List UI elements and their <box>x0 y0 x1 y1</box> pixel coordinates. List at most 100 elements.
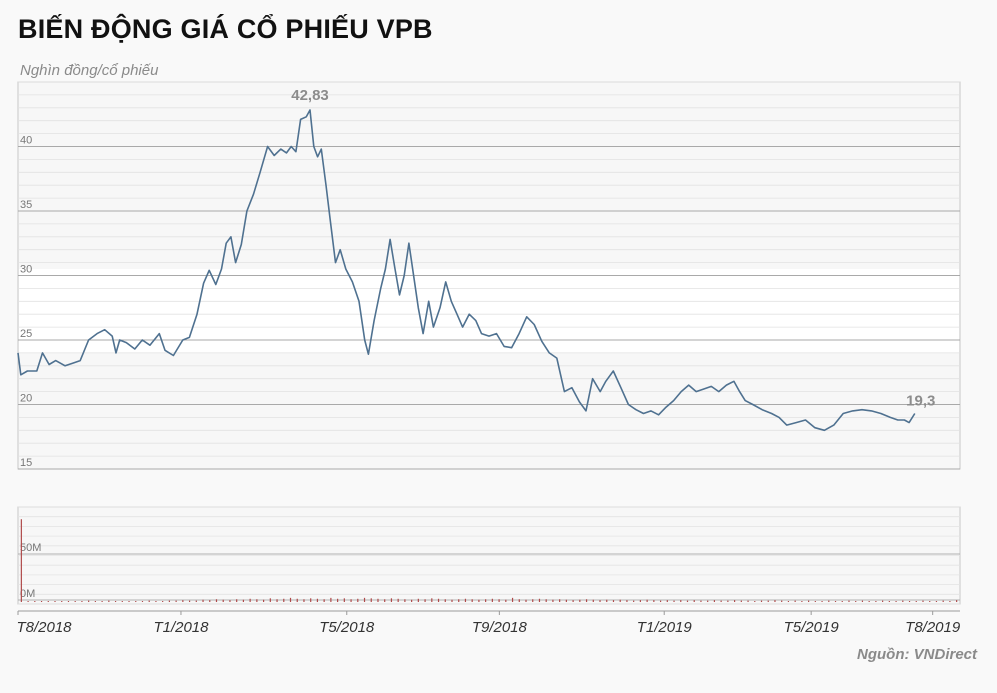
volume-bar <box>108 600 110 602</box>
volume-bar <box>148 600 150 602</box>
volume-bar <box>390 598 393 602</box>
volume-bar <box>81 601 83 602</box>
volume-bar <box>841 601 843 602</box>
volume-bar <box>565 599 567 602</box>
volume-bar <box>612 600 615 602</box>
volume-bar <box>592 599 594 602</box>
volume-bar <box>922 600 924 602</box>
volume-bar <box>114 601 117 602</box>
volume-bar <box>478 599 480 602</box>
volume-bar <box>639 600 641 602</box>
volume-bar <box>121 601 123 602</box>
volume-bar <box>935 601 938 602</box>
volume-bar <box>754 601 756 602</box>
volume-bar <box>215 599 218 602</box>
volume-bar <box>242 599 245 602</box>
x-tick-label: T8/2019 <box>905 619 961 636</box>
volume-bar <box>202 599 204 602</box>
x-tick-label: T5/2018 <box>319 619 375 636</box>
volume-bar <box>451 599 453 602</box>
volume-bar <box>525 599 527 602</box>
volume-bar <box>411 599 413 602</box>
volume-bar <box>27 601 29 602</box>
volume-bar <box>363 597 366 602</box>
volume-bar <box>626 600 628 602</box>
volume-bar <box>128 601 130 602</box>
volume-bar <box>666 600 668 602</box>
volume-bar <box>249 598 251 602</box>
volume-bar <box>20 519 22 602</box>
price-y-tick-label: 30 <box>20 264 32 276</box>
volume-bar <box>794 600 796 602</box>
volume-bar <box>653 600 655 602</box>
volume-bar <box>431 598 433 602</box>
volume-bar <box>283 598 285 602</box>
volume-bar <box>956 600 958 602</box>
volume-bar <box>195 600 197 602</box>
volume-bar <box>384 599 386 602</box>
volume-bar <box>559 599 561 602</box>
volume-bar <box>700 600 702 602</box>
volume-bar <box>585 599 588 602</box>
volume-bar <box>377 598 379 602</box>
volume-bar <box>296 598 298 602</box>
volume-bar <box>256 599 258 602</box>
volume-bar <box>88 600 90 602</box>
volume-bar <box>868 601 870 602</box>
volume-bar <box>814 601 816 602</box>
volume-bar <box>54 601 56 602</box>
volume-bar <box>444 599 446 602</box>
volume-bar <box>787 601 790 602</box>
volume-bar <box>781 600 783 602</box>
volume-bar <box>942 600 944 602</box>
volume-bar <box>458 599 460 602</box>
volume-bar <box>821 601 823 602</box>
volume-bar <box>740 600 742 602</box>
volume-bar <box>606 599 608 602</box>
x-tick-label: T1/2019 <box>637 619 693 636</box>
volume-bar <box>760 600 763 602</box>
x-tick-label: T1/2018 <box>153 619 209 636</box>
volume-bar <box>262 599 265 602</box>
volume-bar <box>289 597 292 602</box>
volume-bar <box>848 600 850 602</box>
volume-bar <box>471 599 473 602</box>
volume-bar <box>929 601 931 602</box>
x-tick-label: T9/2018 <box>472 619 528 636</box>
volume-bar <box>888 601 890 602</box>
volume-bar <box>491 598 493 602</box>
volume-bar <box>720 600 722 602</box>
volume-bar <box>303 599 305 602</box>
volume-bar <box>357 598 359 602</box>
volume-bar <box>579 599 581 602</box>
volume-bar <box>437 598 440 602</box>
volume-bar <box>545 599 547 602</box>
volume-bar <box>774 600 776 602</box>
volume-bar <box>882 600 884 602</box>
volume-bar <box>908 601 911 602</box>
volume-bar <box>316 598 319 602</box>
y-axis-unit-label: Nghìn đồng/cổ phiếu <box>20 62 159 79</box>
volume-bar <box>733 600 736 602</box>
volume-bar <box>855 601 857 602</box>
volume-bar <box>229 600 231 602</box>
volume-bar <box>40 601 43 602</box>
volume-bar <box>337 598 339 602</box>
volume-bar <box>801 601 803 602</box>
volume-bar <box>61 601 63 602</box>
volume-bar <box>350 599 352 602</box>
price-y-tick-label: 35 <box>20 199 32 211</box>
volume-bar <box>599 600 601 602</box>
volume-bar <box>902 600 904 602</box>
volume-bar <box>397 598 399 602</box>
x-tick-label: T5/2019 <box>784 619 840 636</box>
volume-bar <box>404 599 406 602</box>
volume-bar <box>686 600 689 602</box>
volume-bar <box>464 598 467 602</box>
price-y-tick-label: 40 <box>20 135 32 147</box>
volume-bar <box>188 600 191 602</box>
volume-bar <box>673 600 675 602</box>
source-note: Nguồn: VNDirect <box>857 646 977 663</box>
volume-bar <box>693 600 695 602</box>
